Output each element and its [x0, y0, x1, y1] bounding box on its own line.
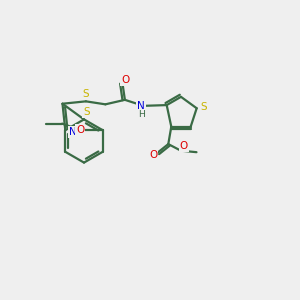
Text: O: O — [76, 125, 84, 135]
Text: H: H — [138, 110, 145, 119]
Text: N: N — [69, 127, 77, 137]
Text: O: O — [149, 150, 158, 160]
Text: S: S — [82, 89, 89, 99]
Text: O: O — [180, 141, 188, 151]
Text: S: S — [83, 107, 90, 117]
Text: N: N — [137, 101, 145, 111]
Text: O: O — [122, 75, 130, 85]
Text: S: S — [200, 102, 207, 112]
